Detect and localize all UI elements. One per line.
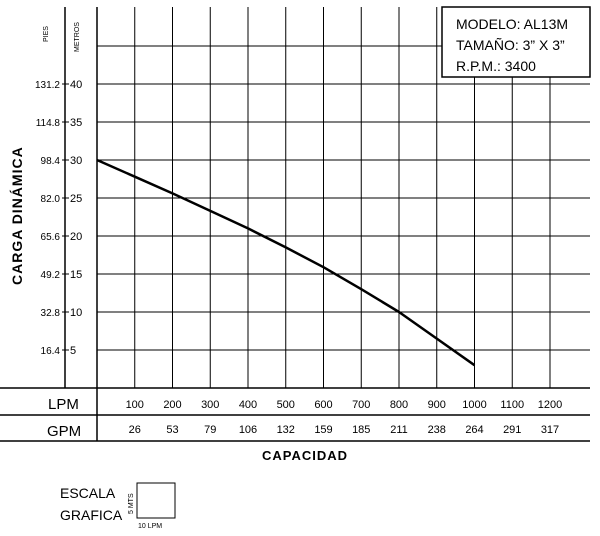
x-tick-label-lpm: 1000	[462, 399, 486, 411]
y-tick-label-pies: 65.6	[41, 232, 61, 243]
x-tick-label-gpm: 317	[541, 424, 559, 436]
axis-ticks: 5 10 15 20 25 30 35 40 16.4 32.8 49.2 65.6 82.0 98.4 1…	[35, 79, 562, 436]
x-tick-label-gpm: 291	[503, 424, 521, 436]
x-tick-label-lpm: 1100	[500, 399, 524, 411]
x-tick-label-gpm: 53	[166, 424, 178, 436]
scale-legend-horizontal: 10 LPM	[138, 523, 162, 530]
x-tick-label-gpm: 26	[129, 424, 141, 436]
y-tick-label-metros: 35	[70, 117, 82, 129]
x-tick-label-gpm: 264	[465, 424, 483, 436]
x-tick-label-gpm: 185	[352, 424, 370, 436]
y-tick-label-pies: 49.2	[41, 270, 61, 281]
y-tick-label-pies: 82.0	[41, 194, 61, 205]
x-tick-label-lpm: 1200	[538, 399, 562, 411]
x-tick-label-gpm: 132	[277, 424, 295, 436]
x-tick-label-lpm: 400	[239, 399, 257, 411]
y-tick-label-pies: 16.4	[41, 346, 61, 357]
x-axis-title: CAPACIDAD	[262, 448, 348, 463]
y-tick-label-pies: 98.4	[41, 156, 61, 167]
x-tick-label-lpm: 500	[277, 399, 295, 411]
y-tick-label-metros: 30	[70, 155, 82, 167]
x-tick-label-lpm: 800	[390, 399, 408, 411]
x-tick-label-lpm: 700	[352, 399, 370, 411]
y-tick-label-pies: 131.2	[35, 80, 60, 91]
x-tick-label-lpm: 900	[428, 399, 446, 411]
series-layer	[96, 158, 476, 367]
info-rpm: R.P.M.: 3400	[456, 58, 536, 74]
scale-legend-line1: ESCALA	[60, 485, 116, 501]
y-tick-label-metros: 20	[70, 231, 82, 243]
info-box	[441, 6, 591, 78]
y-tick-label-metros: 25	[70, 193, 82, 205]
x-tick-label-lpm: 100	[126, 399, 144, 411]
info-size: TAMAÑO: 3” X 3”	[456, 37, 565, 53]
y-left-unit-label: PIES	[43, 26, 50, 42]
x-tick-label-gpm: 238	[428, 424, 446, 436]
scale-legend-vertical: 5 MTS	[128, 493, 135, 514]
x-tick-label-gpm: 211	[390, 424, 408, 436]
y-tick-label-metros: 15	[70, 269, 82, 281]
info-model: MODELO: AL13M	[456, 16, 568, 32]
x-tick-label-gpm: 79	[204, 424, 216, 436]
gpm-row-label: GPM	[47, 423, 81, 440]
scale-legend-line2: GRAFICA	[60, 507, 123, 523]
scale-legend-square	[136, 482, 176, 519]
y-tick-label-pies: 32.8	[41, 308, 61, 319]
y-tick-label-metros: 10	[70, 307, 82, 319]
y-tick-label-metros: 40	[70, 79, 82, 91]
x-tick-label-lpm: 300	[201, 399, 219, 411]
y-tick-label-pies: 114.8	[36, 118, 61, 129]
y-right-unit-label: METROS	[74, 22, 81, 52]
x-tick-label-gpm: 106	[239, 424, 257, 436]
x-tick-label-lpm: 600	[314, 399, 332, 411]
x-tick-label-lpm: 200	[163, 399, 181, 411]
x-tick-label-gpm: 159	[314, 424, 332, 436]
series-line	[96, 158, 476, 367]
y-axis-title: CARGA DINÁMICA	[9, 146, 25, 285]
y-tick-label-metros: 5	[70, 345, 76, 357]
lpm-row-label: LPM	[48, 396, 79, 413]
